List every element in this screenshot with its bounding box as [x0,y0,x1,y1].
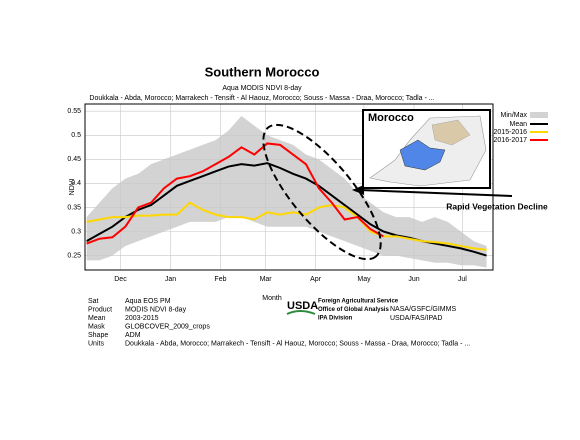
legend-swatch [530,112,548,118]
plot-border [84,103,494,271]
y-tick-label: 0.35 [67,204,81,211]
x-tick-label: Mar [260,276,273,283]
meta-value: GLOBCOVER_2009_crops [125,323,210,330]
series-line [86,142,384,245]
chart-title: Southern Morocco [205,64,320,79]
x-axis-label: Month [262,295,282,302]
credit: USDA/FAS/IPAD [390,315,442,322]
legend-label: 2016-2017 [494,137,528,144]
y-tick-label: 0.5 [71,132,81,139]
y-tick-label: 0.4 [71,180,81,187]
min-max-band [86,116,487,268]
x-tick-label: Dec [114,276,127,283]
map-region [431,119,471,146]
x-tick-label: Jan [165,276,176,283]
x-tick-label: May [357,276,371,283]
meta-value: MODIS NDVI 8-day [125,306,187,313]
meta-key: Mask [88,323,105,330]
logo-text: Office of Global Analysis [318,307,389,313]
x-tick-label: Apr [310,276,322,283]
meta-value: Aqua EOS PM [125,298,171,305]
series-line [86,201,487,251]
logo-swoosh [286,310,316,315]
meta-key: Mean [88,315,106,322]
x-tick-label: Feb [214,276,226,283]
meta-key: Product [88,306,112,313]
meta-key: Sat [88,298,99,305]
y-tick-label: 0.25 [67,252,81,259]
legend-label: 2015-2016 [494,129,528,136]
x-tick-label: Jul [458,276,467,283]
logo-text: Foreign Agricultural Service [318,299,399,305]
map-region [399,139,446,171]
legend-label: Min/Max [501,112,528,119]
logo-mark: USDA [287,300,318,312]
inset-map: Morocco [362,109,491,189]
footer: Sat Aqua EOS PM Product MODIS NDVI 8-day Mea… [88,298,470,348]
credit: NASA/GSFC/GIMMS [390,306,456,313]
legend-label: Mean [509,121,527,128]
arrow-head [352,185,364,195]
meta-key: Shape [88,332,108,339]
logo-text: IPA Division [318,316,353,322]
subtitle: Doukkala - Abda, Morocco; Marrakech - Te… [89,95,434,102]
y-tick-label: 0.3 [71,228,81,235]
inset-title: Morocco [368,112,414,124]
y-tick-label: 0.55 [67,108,81,115]
meta-key: Units [88,340,104,347]
meta-value: ADM [125,332,141,339]
meta-value: Doukkala - Abda, Morocco; Marrakech - Te… [125,340,470,347]
highlight-ellipse [262,123,382,261]
annotation-arrow [359,189,513,197]
subtitle: Aqua MODIS NDVI 8-day [222,85,302,92]
x-tick-label: Jun [408,276,419,283]
meta-value: 2003-2015 [125,315,159,322]
annotation: Rapid Vegetation Decline [446,201,548,211]
y-tick-label: 0.45 [67,156,81,163]
y-axis-label: NDVI [69,179,76,196]
